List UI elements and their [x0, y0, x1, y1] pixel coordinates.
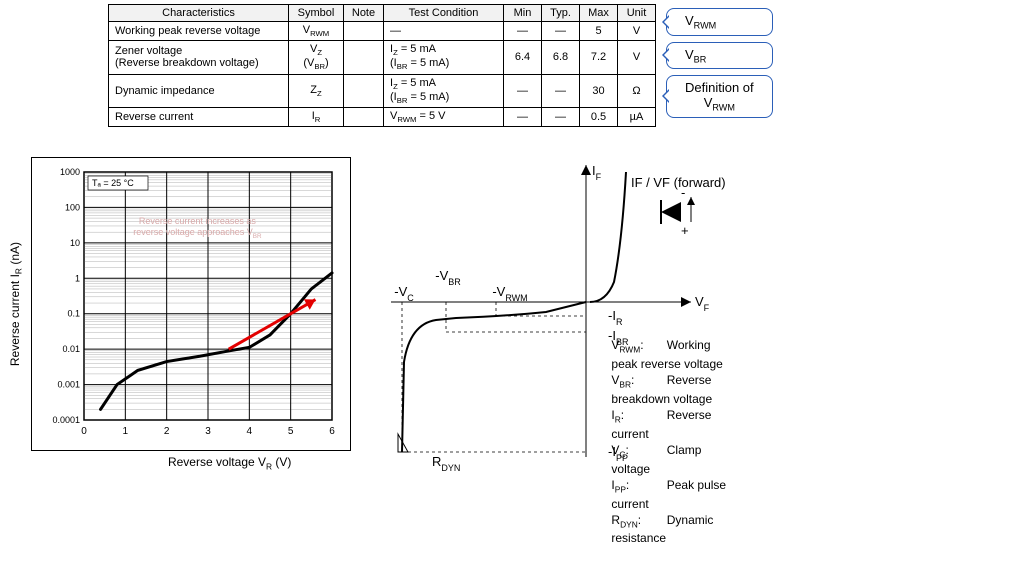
th-cond: Test Condition [384, 5, 504, 22]
svg-text:IF: IF [592, 163, 602, 182]
svg-text:0.0001: 0.0001 [53, 415, 81, 425]
svg-text:6: 6 [330, 426, 336, 437]
svg-text:100: 100 [65, 203, 80, 213]
svg-text:2: 2 [164, 426, 170, 437]
top-section: Characteristics Symbol Note Test Conditi… [108, 4, 1025, 127]
svg-text:RDYN: RDYN [432, 454, 460, 473]
th-sym: Symbol [289, 5, 344, 22]
glossary-row: VBR: Reversebreakdown voltage [611, 372, 726, 407]
chart-ylabel: Reverse current IR (nA) [8, 242, 23, 366]
glossary-row: VRWM: Workingpeak reverse voltage [611, 337, 726, 372]
svg-text:1: 1 [123, 426, 129, 437]
glossary-row: VC: Clampvoltage [611, 442, 726, 477]
callout-stack: VRWM VBR Definition ofVRWM [666, 8, 773, 118]
callout-def: Definition ofVRWM [666, 75, 773, 118]
table-row: Working peak reverse voltageVRWM———5V [109, 22, 656, 41]
table-header-row: Characteristics Symbol Note Test Conditi… [109, 5, 656, 22]
callout-vbr: VBR [666, 42, 773, 70]
svg-text:-IR: -IR [608, 308, 623, 327]
glossary-row: RDYN: Dynamicresistance [611, 512, 726, 547]
glossary: VRWM: Workingpeak reverse voltageVBR: Re… [611, 337, 726, 547]
chart-xlabel: Reverse voltage VR (V) [108, 455, 351, 471]
glossary-row: IR: Reversecurrent [611, 407, 726, 442]
iv-curve-figure: IFVFIF / VF (forward)-+-VRWM-VBR-VC-IR-I… [381, 157, 841, 487]
svg-text:4: 4 [247, 426, 253, 437]
reverse-current-chart: Reverse current IR (nA) 0.00010.0010.010… [8, 157, 351, 471]
bottom-section: Reverse current IR (nA) 0.00010.0010.010… [8, 157, 1025, 487]
th-unit: Unit [618, 5, 656, 22]
th-char: Characteristics [109, 5, 289, 22]
svg-text:0.001: 0.001 [58, 380, 81, 390]
svg-text:0.1: 0.1 [68, 309, 81, 319]
svg-text:IF / VF (forward): IF / VF (forward) [631, 175, 726, 190]
svg-text:10: 10 [70, 238, 80, 248]
svg-text:-: - [681, 185, 685, 200]
table-row: Dynamic impedanceZZIZ = 5 mA(IBR = 5 mA)… [109, 74, 656, 107]
table-row: Reverse currentIRVRWM = 5 V——0.5µA [109, 107, 656, 126]
svg-text:-VBR: -VBR [436, 268, 462, 287]
svg-text:+: + [681, 223, 689, 238]
svg-text:1000: 1000 [60, 167, 80, 177]
glossary-row: IPP: Peak pulsecurrent [611, 477, 726, 512]
svg-text:3: 3 [206, 426, 212, 437]
th-max: Max [580, 5, 618, 22]
th-note: Note [344, 5, 384, 22]
th-min: Min [504, 5, 542, 22]
svg-text:VF: VF [695, 294, 710, 313]
svg-text:Tₐ = 25 °C: Tₐ = 25 °C [92, 178, 134, 188]
svg-text:-VC: -VC [395, 284, 415, 303]
svg-text:1: 1 [75, 273, 80, 283]
svg-text:0.01: 0.01 [63, 344, 81, 354]
callout-vrwm: VRWM [666, 8, 773, 36]
chart-svg: 0.0001 0.001 0.01 0.1 1 10 100 1000 0 1 2 3 4 5 6 Tₐ = … [38, 164, 338, 444]
spec-table: Characteristics Symbol Note Test Conditi… [108, 4, 656, 127]
svg-text:-VRWM: -VRWM [493, 284, 528, 303]
th-typ: Typ. [542, 5, 580, 22]
svg-text:5: 5 [288, 426, 294, 437]
svg-text:0: 0 [82, 426, 88, 437]
table-row: Zener voltage(Reverse breakdown voltage)… [109, 41, 656, 74]
